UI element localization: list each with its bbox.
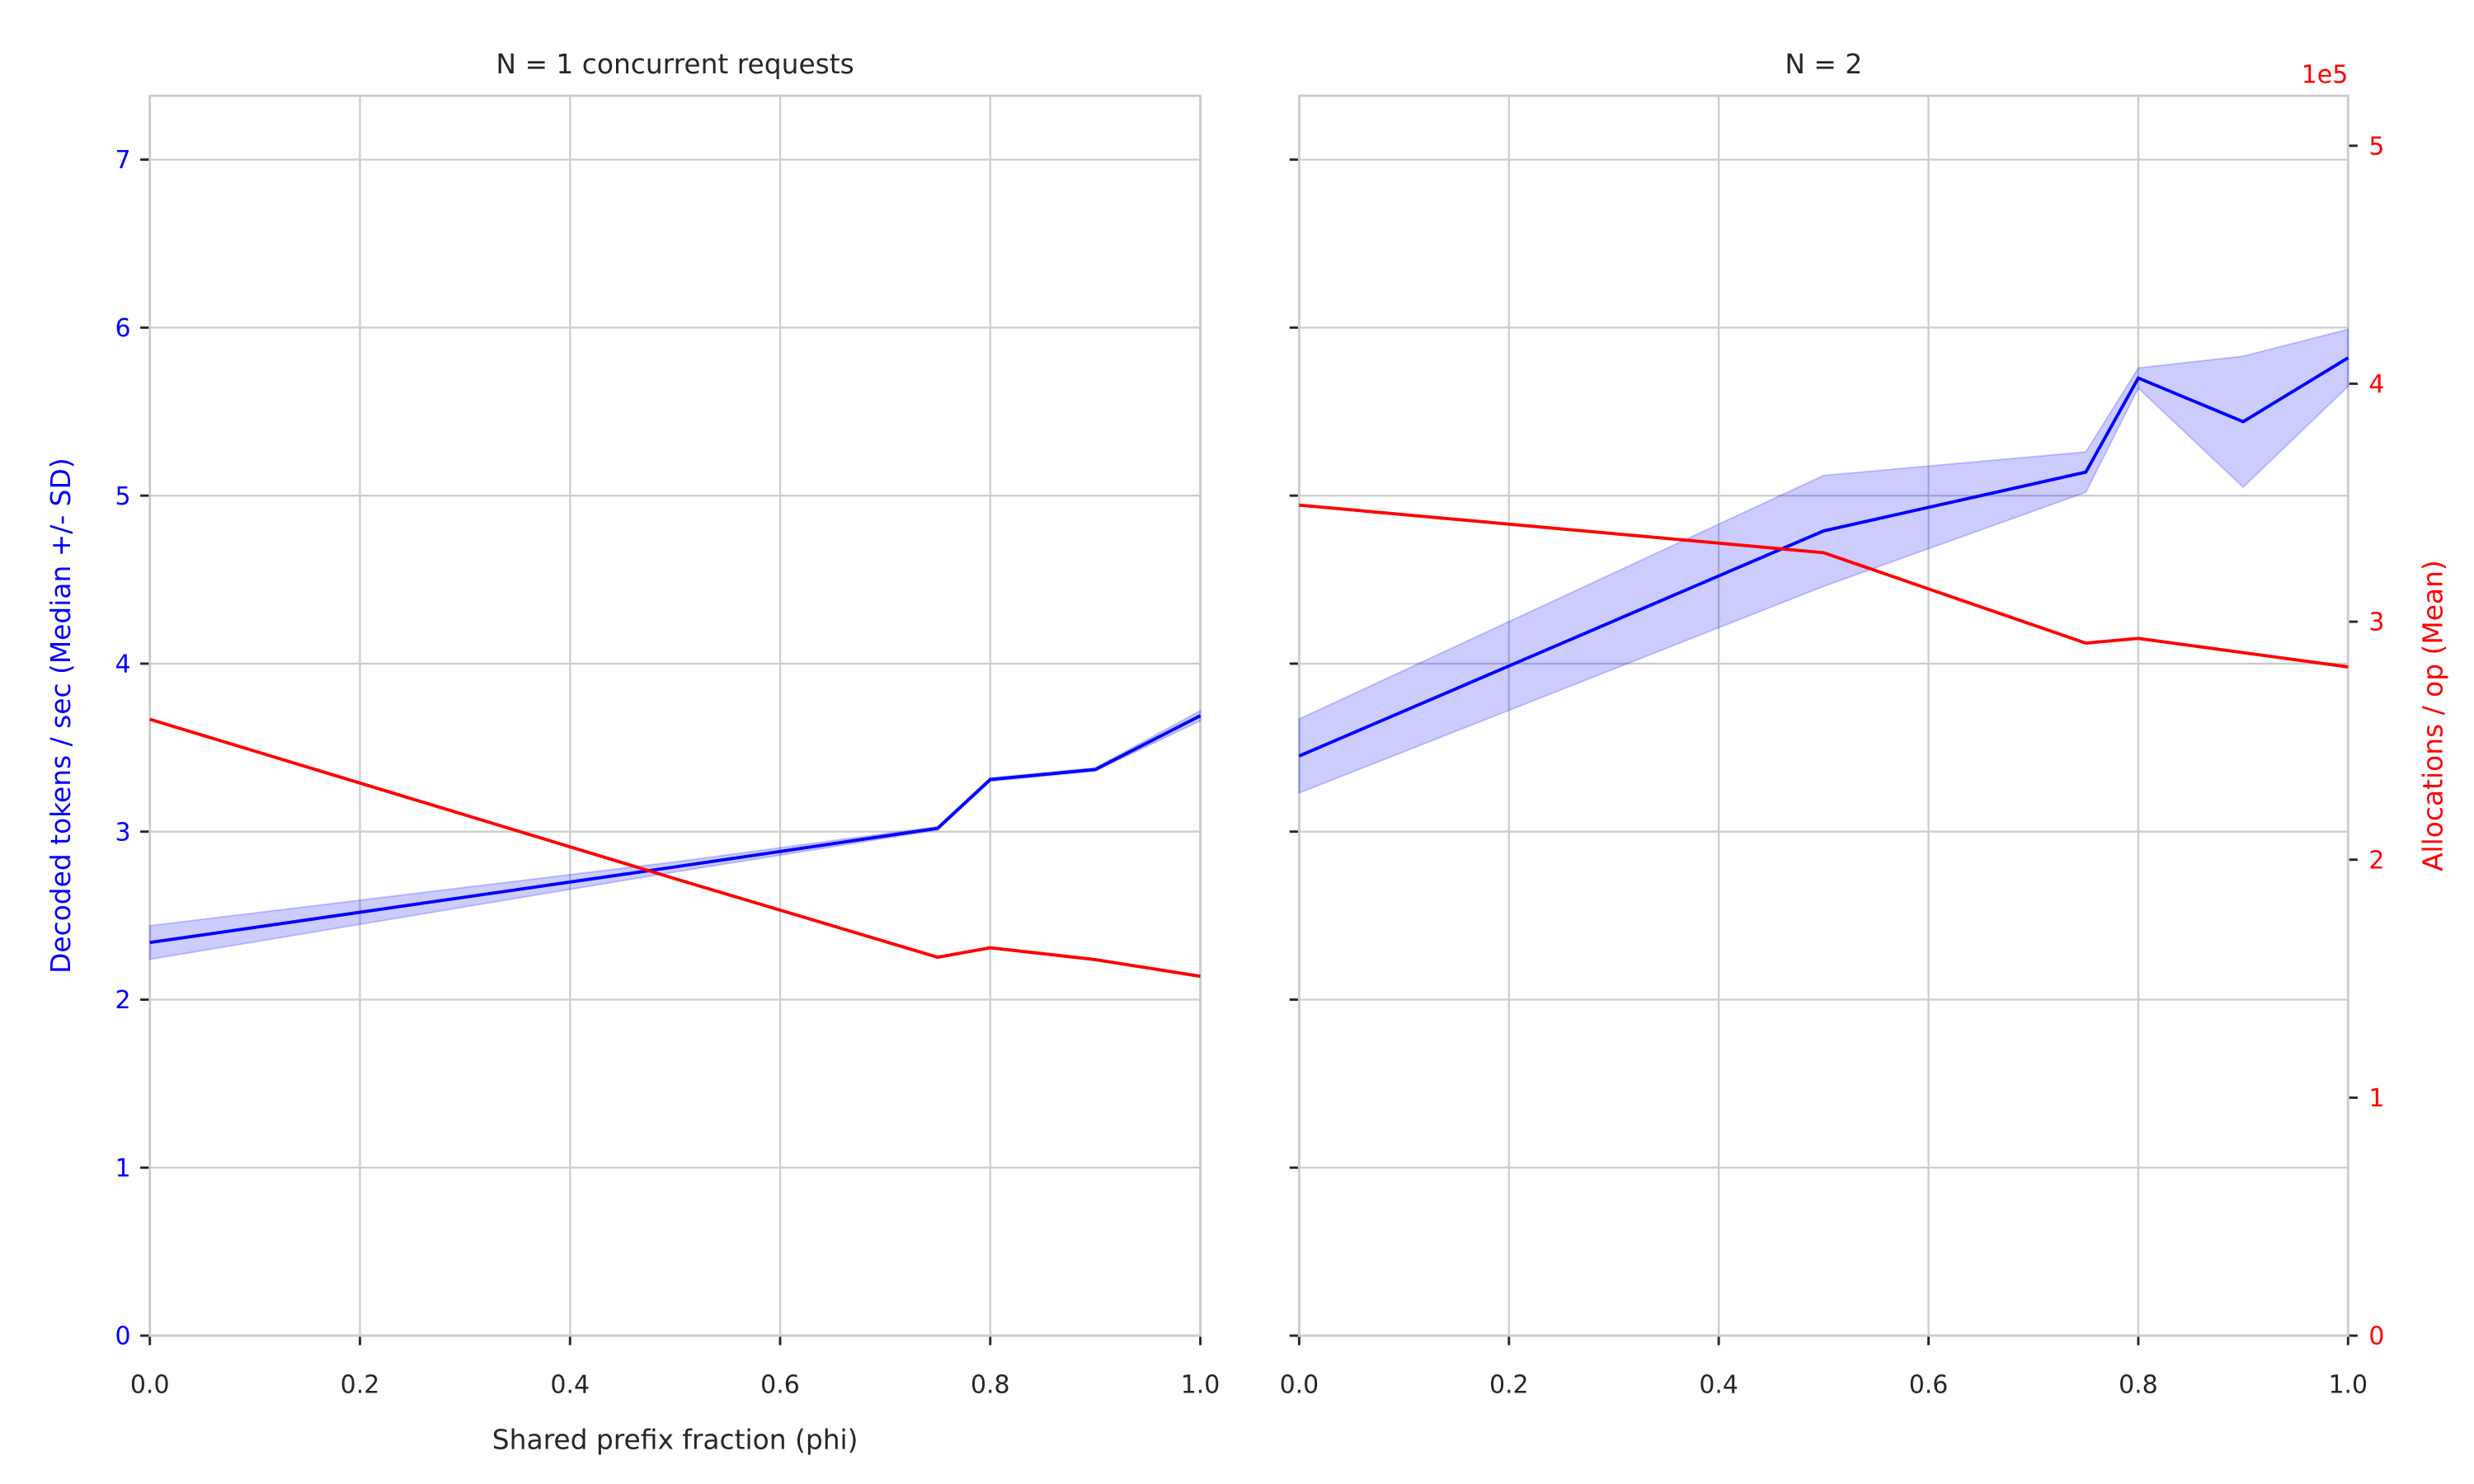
y-tick-label: 2 xyxy=(115,986,130,1015)
x-tick-label: 0.4 xyxy=(550,1371,590,1400)
x-tick-label: 0.2 xyxy=(341,1371,380,1400)
y-tick-label: 5 xyxy=(115,482,130,511)
y2-tick-label: 3 xyxy=(2368,608,2384,637)
line xyxy=(149,717,1201,979)
x-tick-label: 1.0 xyxy=(2328,1371,2368,1400)
y2-tick-label: 5 xyxy=(2368,132,2384,161)
x-tick-label: 0.0 xyxy=(1280,1371,1319,1400)
y2-axis-label: Allocations / op (Mean) xyxy=(2416,560,2448,871)
panel-title: N = 2 xyxy=(1785,48,1862,80)
plot-frame xyxy=(1297,94,2349,1337)
x-axis-label: Shared prefix fraction (phi) xyxy=(492,1423,858,1455)
x-tick-label: 1.0 xyxy=(1181,1371,1221,1400)
x-tick-label: 0.8 xyxy=(971,1371,1010,1400)
y-tick-label: 7 xyxy=(115,146,130,175)
plot-frame xyxy=(148,94,1202,1337)
x-tick-label: 0.0 xyxy=(130,1371,170,1400)
y2-tick-label: 2 xyxy=(2368,846,2384,875)
y-axis-label: Decoded tokens / sec (Median +/- SD) xyxy=(45,458,77,974)
panel-title: N = 1 concurrent requests xyxy=(496,48,854,80)
y-tick-label: 1 xyxy=(115,1154,130,1183)
y-tick-label: 6 xyxy=(115,314,130,343)
y2-tick-label: 1 xyxy=(2368,1084,2384,1113)
y-tick-label: 3 xyxy=(115,818,130,847)
x-tick-label: 0.2 xyxy=(1489,1371,1529,1400)
sd-band xyxy=(1298,328,2349,795)
sd-band xyxy=(148,709,1202,960)
y2-tick-label: 4 xyxy=(2368,370,2384,399)
line xyxy=(1299,503,2349,669)
x-tick-label: 0.4 xyxy=(1699,1371,1738,1400)
x-tick-label: 0.6 xyxy=(760,1371,800,1400)
x-tick-label: 0.8 xyxy=(2119,1371,2158,1400)
y-tick-label: 4 xyxy=(115,650,130,679)
x-tick-label: 0.6 xyxy=(1909,1371,1949,1400)
y2-tick-label: 0 xyxy=(2368,1322,2384,1351)
line xyxy=(149,714,1202,945)
line xyxy=(1298,356,2349,758)
y-tick-label: 0 xyxy=(115,1322,130,1351)
y2-offset-label: 1e5 xyxy=(2302,61,2349,90)
